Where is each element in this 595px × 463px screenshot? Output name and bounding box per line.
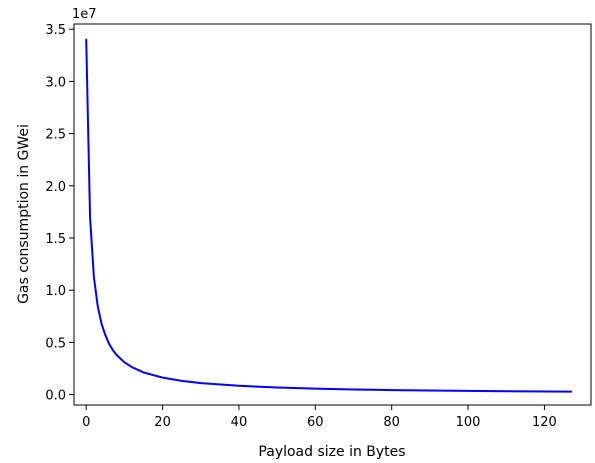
x-tick-label: 40: [231, 415, 248, 430]
y-axis-ticks: 0.0 0.5 1.0 1.5 2.0 2.5 3.0 3.5: [45, 23, 74, 404]
x-tick-label: 100: [456, 415, 481, 430]
y-offset-label: 1e7: [72, 7, 97, 22]
y-tick-label: 1.5: [45, 232, 66, 247]
y-tick-label: 2.0: [45, 180, 66, 195]
x-tick-label: 60: [307, 415, 324, 430]
series-line: [85, 38, 573, 393]
y-tick-label: 3.0: [45, 75, 66, 90]
x-axis-label: Payload size in Bytes: [258, 444, 405, 460]
x-tick-label: 80: [383, 415, 400, 430]
x-tick-label: 120: [532, 415, 557, 430]
plot-frame: [73, 23, 592, 406]
y-tick-label: 0.0: [45, 389, 66, 404]
x-axis-ticks: 0 20 40 60 80 100 120: [82, 405, 557, 430]
plot-area: [74, 24, 591, 405]
x-tick-label: 0: [82, 415, 90, 430]
x-tick-label: 20: [154, 415, 171, 430]
y-axis-label: Gas consumption in GWei: [16, 124, 32, 304]
y-tick-label: 0.5: [45, 336, 66, 351]
y-tick-label: 3.5: [45, 23, 66, 38]
y-tick-label: 2.5: [45, 128, 66, 143]
y-tick-label: 1.0: [45, 284, 66, 299]
